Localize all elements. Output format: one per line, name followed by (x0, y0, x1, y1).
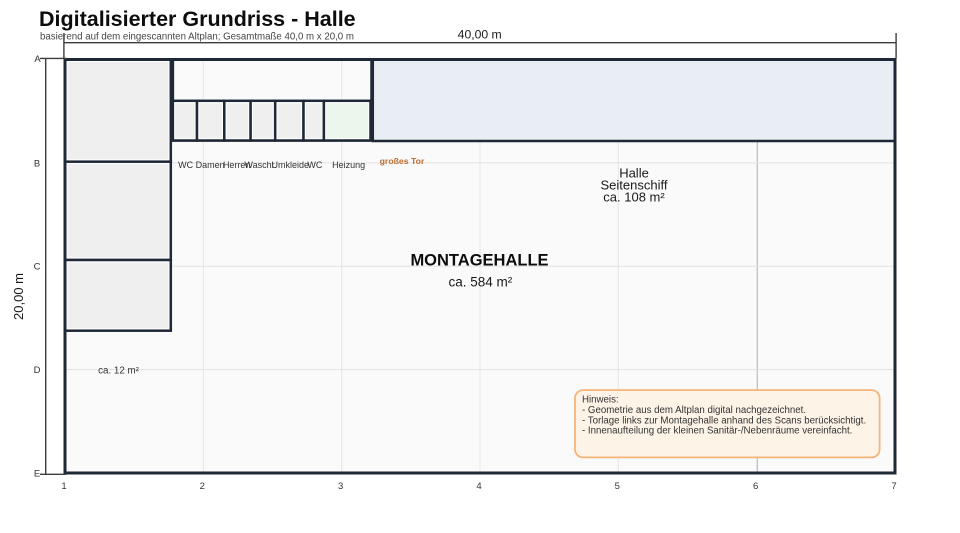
svg-text:WC: WC (307, 160, 322, 170)
svg-text:Seitenschiff: Seitenschiff (601, 178, 668, 193)
svg-text:A: A (34, 54, 41, 65)
svg-text:Halle: Halle (619, 166, 649, 181)
svg-text:großes Tor: großes Tor (380, 156, 425, 166)
svg-text:Umkleide: Umkleide (272, 160, 310, 170)
svg-text:6: 6 (753, 481, 758, 492)
svg-text:ca. 584 m²: ca. 584 m² (449, 274, 513, 289)
svg-text:Heizung: Heizung (332, 160, 365, 170)
svg-text:- Geometrie aus dem Altplan di: - Geometrie aus dem Altplan digital nach… (582, 405, 806, 416)
svg-text:C: C (34, 261, 41, 272)
svg-text:- Innenaufteilung der kleinen: - Innenaufteilung der kleinen Sanitär-/N… (582, 426, 852, 437)
svg-text:4: 4 (476, 481, 481, 492)
svg-text:Herren: Herren (223, 160, 251, 170)
svg-text:ca. 108 m²: ca. 108 m² (603, 190, 665, 205)
svg-text:40,00 m: 40,00 m (458, 27, 502, 41)
svg-text:20,00 m: 20,00 m (11, 273, 26, 320)
svg-text:ca. 12 m²: ca. 12 m² (98, 365, 140, 376)
svg-text:Digitalisierter Grundriss - Ha: Digitalisierter Grundriss - Halle (39, 7, 356, 31)
svg-text:E: E (34, 469, 40, 480)
svg-text:5: 5 (615, 481, 620, 492)
svg-text:Waschr.: Waschr. (244, 160, 276, 170)
svg-text:B: B (34, 159, 40, 170)
svg-text:7: 7 (891, 481, 896, 492)
svg-text:basierend auf dem eingescannte: basierend auf dem eingescannten Altplan;… (40, 32, 354, 43)
svg-text:- Torlage links zur Montagehal: - Torlage links zur Montagehalle anhand … (582, 415, 866, 426)
svg-text:MONTAGEHALLE: MONTAGEHALLE (410, 252, 548, 270)
svg-text:D: D (34, 365, 41, 376)
svg-text:3: 3 (338, 481, 343, 492)
svg-text:Hinweis:: Hinweis: (582, 395, 619, 406)
svg-text:1: 1 (61, 481, 66, 492)
svg-text:WC Damen: WC Damen (178, 160, 225, 170)
svg-text:2: 2 (200, 481, 205, 492)
